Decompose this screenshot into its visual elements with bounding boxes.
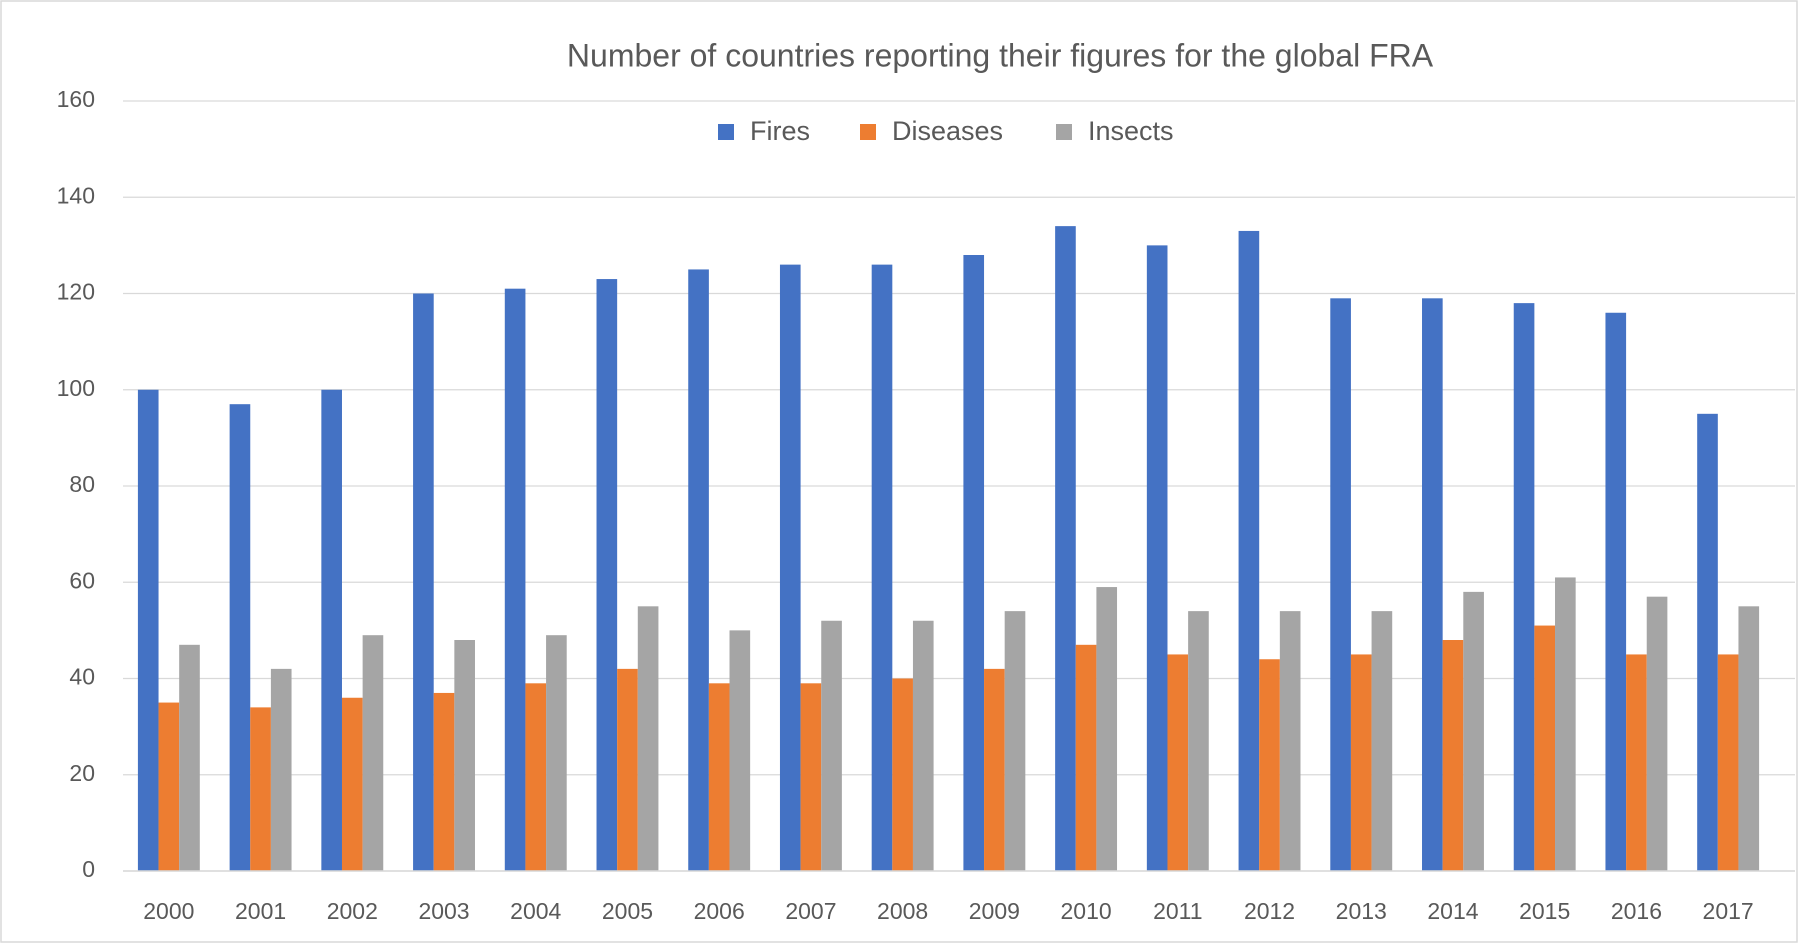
bar (708, 683, 730, 871)
bar (137, 389, 159, 871)
x-tick-label: 2011 (1153, 898, 1202, 924)
bar (525, 683, 547, 871)
x-tick-label: 2015 (1519, 898, 1570, 924)
bar (229, 404, 251, 871)
bar (546, 635, 567, 871)
bar (963, 255, 985, 871)
bar (984, 668, 1005, 871)
bar (1238, 230, 1260, 871)
bar (596, 279, 618, 871)
bar (779, 264, 801, 871)
bar (321, 389, 342, 871)
bar (1697, 413, 1718, 871)
x-tick-label: 2000 (143, 898, 194, 924)
x-tick-label: 2001 (235, 898, 286, 924)
legend-label: Diseases (892, 116, 1003, 146)
x-tick-label: 2012 (1244, 898, 1295, 924)
y-tick-label: 0 (82, 856, 95, 882)
bar (1646, 596, 1668, 871)
y-tick-label: 100 (57, 375, 95, 401)
bar (1738, 606, 1760, 871)
bar (1605, 312, 1627, 871)
bar (1371, 611, 1393, 871)
bar (1279, 611, 1301, 871)
x-tick-label: 2007 (785, 898, 836, 924)
bar (179, 644, 200, 871)
bar (1717, 654, 1739, 871)
y-tick-label: 160 (57, 86, 95, 112)
legend-swatch (718, 124, 734, 140)
x-tick-label: 2016 (1611, 898, 1662, 924)
y-tick-label: 20 (69, 760, 95, 786)
y-tick-label: 60 (69, 567, 95, 593)
bar (1534, 625, 1556, 871)
legend-swatch (1056, 124, 1072, 140)
x-tick-label: 2004 (510, 898, 561, 924)
legend-swatch (860, 124, 876, 140)
bar (1004, 611, 1026, 871)
y-tick-label: 80 (69, 471, 95, 497)
x-tick-label: 2002 (327, 898, 378, 924)
x-tick-label: 2008 (877, 898, 928, 924)
bar (1422, 298, 1443, 871)
x-tick-label: 2010 (1060, 898, 1111, 924)
bar (1555, 577, 1576, 871)
legend-label: Fires (750, 116, 810, 146)
bar (158, 702, 180, 871)
bar (637, 606, 659, 871)
bar (504, 288, 526, 871)
bar (1146, 245, 1168, 871)
bar (617, 668, 638, 871)
bar (1055, 226, 1076, 871)
chart-title: Number of countries reporting their figu… (567, 37, 1434, 73)
bar (270, 668, 292, 871)
bar (729, 630, 751, 871)
bar (1350, 654, 1372, 871)
x-tick-label: 2013 (1336, 898, 1387, 924)
bar (1626, 654, 1647, 871)
y-tick-label: 40 (69, 664, 95, 690)
bar (1167, 654, 1189, 871)
x-tick-label: 2005 (602, 898, 653, 924)
y-tick-label: 120 (57, 279, 95, 305)
x-tick-label: 2006 (694, 898, 745, 924)
bar (1330, 298, 1351, 871)
legend-label: Insects (1088, 116, 1174, 146)
bar (250, 707, 271, 871)
bar (362, 635, 384, 871)
bar (892, 678, 913, 871)
bar (1188, 611, 1209, 871)
y-tick-label: 140 (57, 182, 95, 208)
bar (821, 620, 842, 871)
bar (800, 683, 822, 871)
bar (871, 264, 893, 871)
bar (1442, 640, 1464, 871)
x-tick-label: 2017 (1703, 898, 1754, 924)
bar (1259, 659, 1280, 871)
bar (1513, 303, 1535, 871)
bar (1463, 591, 1484, 871)
bar (341, 697, 363, 871)
bar (454, 640, 475, 871)
bar (1096, 587, 1118, 871)
bar (433, 692, 455, 871)
bar (912, 620, 934, 871)
bar (688, 269, 709, 871)
x-tick-label: 2014 (1427, 898, 1478, 924)
bar (413, 293, 434, 871)
bar (1075, 644, 1097, 871)
x-tick-label: 2009 (969, 898, 1020, 924)
x-tick-label: 2003 (418, 898, 469, 924)
